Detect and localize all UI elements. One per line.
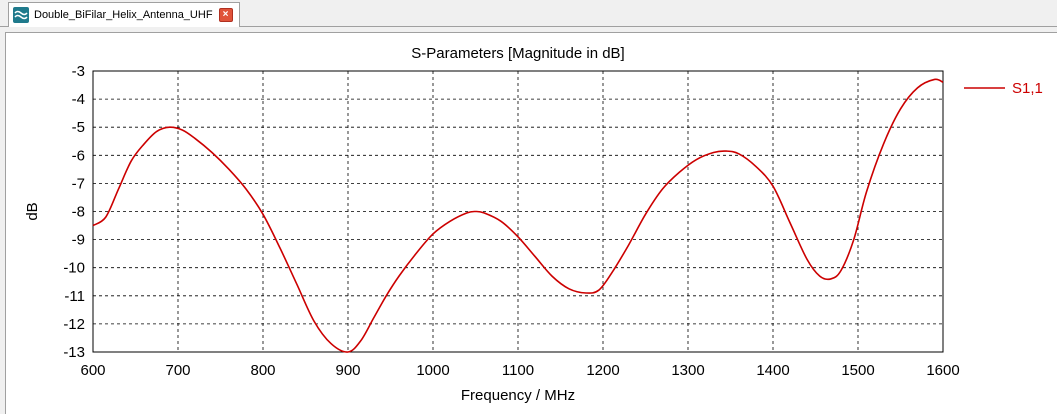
y-tick-label: -8 (72, 204, 85, 221)
document-tab-bar: Double_BiFilar_Helix_Antenna_UHF × (0, 0, 1057, 27)
legend-label-s11: S1,1 (1012, 80, 1043, 97)
x-tick-label: 1300 (671, 362, 704, 379)
x-tick-label: 700 (165, 362, 190, 379)
x-tick-label: 1000 (416, 362, 449, 379)
y-tick-label: -3 (72, 63, 85, 80)
x-tick-label: 1600 (926, 362, 959, 379)
x-axis-label: Frequency / MHz (461, 387, 575, 404)
y-tick-label: -7 (72, 175, 85, 192)
y-tick-label: -5 (72, 119, 85, 136)
x-tick-label: 900 (335, 362, 360, 379)
x-tick-label: 1100 (502, 362, 534, 379)
y-tick-label: -11 (64, 288, 85, 305)
y-tick-label: -10 (63, 260, 85, 277)
plot-panel: 600 700 800 900 1000 1100 1200 1300 1400 1500 1600… (5, 32, 1057, 414)
wave-icon (13, 7, 29, 23)
s-parameter-chart: 600 700 800 900 1000 1100 1200 1300 1400 1500 1600… (24, 45, 1043, 404)
x-tick-label: 1400 (756, 362, 789, 379)
x-tick-label: 1500 (841, 362, 874, 379)
x-tick-label: 600 (80, 362, 105, 379)
y-tick-label: -13 (63, 344, 85, 361)
y-axis-label: dB (24, 202, 41, 220)
y-tick-label: -4 (72, 91, 85, 108)
x-tick-label: 1200 (586, 362, 619, 379)
close-icon[interactable]: × (218, 8, 233, 22)
y-tick-label: -12 (63, 316, 85, 333)
y-tick-label: -6 (72, 147, 85, 164)
x-tick-label: 800 (250, 362, 275, 379)
series-line-s11 (92, 78, 944, 353)
tab-title: Double_BiFilar_Helix_Antenna_UHF (34, 9, 213, 21)
chart-title: S-Parameters [Magnitude in dB] (411, 45, 624, 62)
y-tick-label: -9 (72, 232, 85, 249)
plot-frame (92, 70, 944, 353)
document-tab[interactable]: Double_BiFilar_Helix_Antenna_UHF × (8, 2, 240, 27)
